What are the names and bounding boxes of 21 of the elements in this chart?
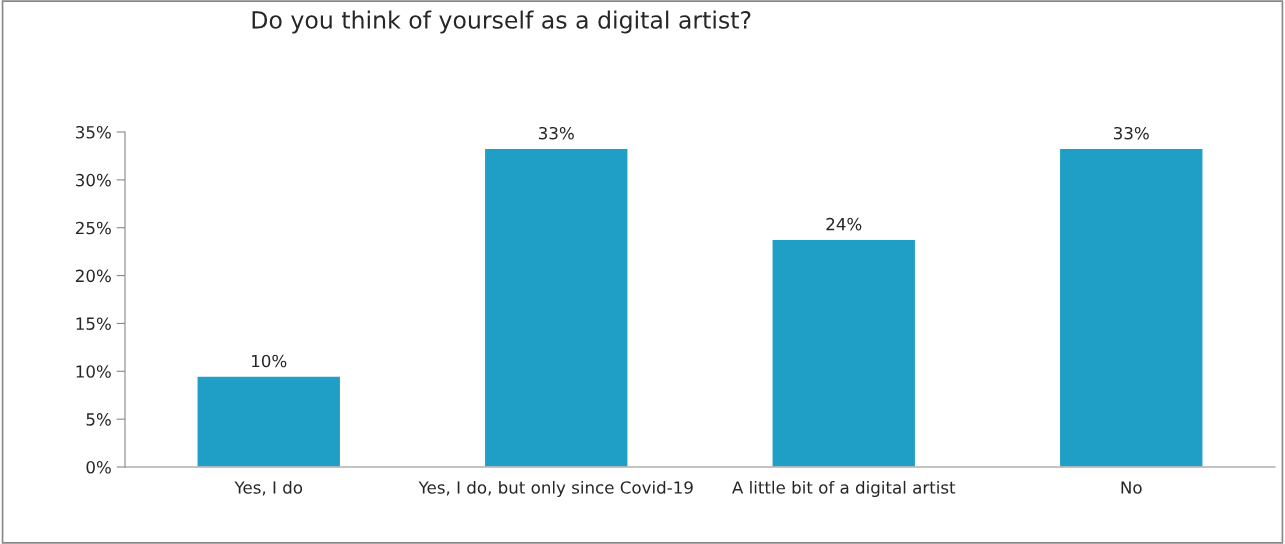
data-label: 10% [252, 354, 287, 368]
y-tick-label: 10% [76, 365, 111, 378]
y-tick-label: 30% [76, 173, 111, 187]
x-tick-label: Yes, I do, but only since Covid-19 [418, 480, 693, 498]
data-label: 33% [1114, 126, 1149, 140]
y-tick-label: 15% [76, 317, 111, 330]
y-tick-label: 25% [75, 221, 111, 235]
chart-title: Do you think of yourself as a digital artist? [252, 10, 751, 34]
data-label: 24% [826, 217, 862, 231]
bar [196, 375, 342, 467]
x-tick-label: A little bit of a digital artist [732, 480, 956, 498]
y-tick-label: 35% [76, 125, 111, 139]
bar [771, 238, 917, 467]
bar [483, 147, 629, 467]
y-tick-label: 0% [86, 460, 111, 474]
bar [1058, 147, 1204, 467]
y-tick-label: 5% [86, 413, 111, 426]
x-tick-label: No [1121, 481, 1142, 494]
data-label: 33% [539, 126, 574, 140]
y-tick-label: 20% [75, 269, 111, 283]
x-tick-label: Yes, I do [234, 480, 303, 496]
